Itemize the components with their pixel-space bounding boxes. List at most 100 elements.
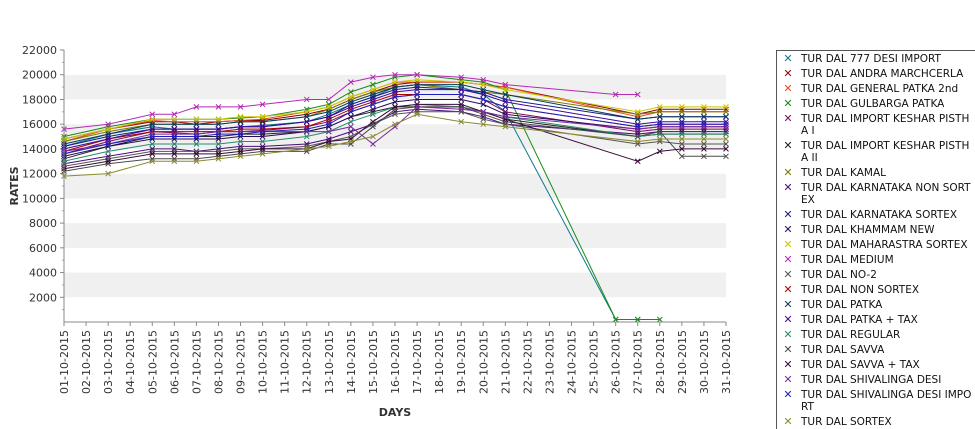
data-point[interactable] <box>259 138 266 145</box>
data-point[interactable] <box>303 133 310 140</box>
data-point[interactable] <box>149 126 156 132</box>
data-point[interactable] <box>634 91 641 98</box>
data-point[interactable] <box>414 96 420 103</box>
data-point[interactable] <box>723 131 729 137</box>
data-point[interactable] <box>370 86 376 93</box>
data-point[interactable] <box>701 146 707 152</box>
data-point[interactable] <box>458 86 465 93</box>
data-point[interactable] <box>149 121 156 128</box>
data-point[interactable] <box>105 126 111 132</box>
legend-item[interactable]: ✕ TUR DAL ANDRA MARCHCERLA <box>777 66 975 81</box>
data-point[interactable] <box>171 126 178 132</box>
data-point[interactable] <box>458 118 465 125</box>
data-point[interactable] <box>679 108 685 115</box>
data-point[interactable] <box>480 101 487 108</box>
data-point[interactable] <box>414 106 420 113</box>
data-point[interactable] <box>171 116 178 123</box>
data-point[interactable] <box>171 148 178 155</box>
data-point[interactable] <box>149 148 156 155</box>
legend-item[interactable]: ✕ TUR DAL IMPORT KESHAR PISTHA I <box>777 111 975 138</box>
data-point[interactable] <box>656 121 663 128</box>
data-point[interactable] <box>105 153 111 160</box>
data-point[interactable] <box>348 128 354 135</box>
legend-item[interactable]: ✕ TUR DAL NO-2 <box>777 267 975 282</box>
data-point[interactable] <box>414 111 420 118</box>
legend-item[interactable]: ✕ TUR DAL SHIVALINGA DESI <box>777 372 975 387</box>
data-point[interactable] <box>634 133 641 140</box>
data-point[interactable] <box>701 128 707 135</box>
legend-item[interactable]: ✕ TUR DAL SAVVA + TAX <box>777 357 975 372</box>
data-point[interactable] <box>414 84 420 90</box>
data-point[interactable] <box>458 96 465 103</box>
data-point[interactable] <box>392 111 398 118</box>
data-point[interactable] <box>303 113 310 120</box>
data-point[interactable] <box>723 113 729 120</box>
data-point[interactable] <box>193 104 200 110</box>
data-point[interactable] <box>458 101 465 108</box>
data-point[interactable] <box>701 141 707 147</box>
data-point[interactable] <box>171 118 178 125</box>
data-point[interactable] <box>237 118 244 125</box>
data-point[interactable] <box>193 151 200 157</box>
data-point[interactable] <box>370 111 376 118</box>
legend-item[interactable]: ✕ TUR DAL KARNATAKA SORTEX <box>777 207 975 222</box>
data-point[interactable] <box>259 113 266 120</box>
data-point[interactable] <box>259 123 266 130</box>
data-point[interactable] <box>656 113 663 120</box>
data-point[interactable] <box>723 121 729 128</box>
data-point[interactable] <box>370 106 376 113</box>
data-point[interactable] <box>171 155 178 162</box>
data-point[interactable] <box>656 126 663 132</box>
data-point[interactable] <box>679 126 685 132</box>
data-point[interactable] <box>348 79 354 85</box>
data-point[interactable] <box>414 76 420 83</box>
data-point[interactable] <box>325 143 332 150</box>
data-point[interactable] <box>149 111 156 118</box>
legend-item[interactable]: ✕ TUR DAL SORTEX <box>777 414 975 429</box>
data-point[interactable] <box>348 89 354 95</box>
data-point[interactable] <box>392 99 398 105</box>
data-point[interactable] <box>458 106 465 113</box>
data-point[interactable] <box>105 148 111 155</box>
data-point[interactable] <box>723 118 729 125</box>
data-point[interactable] <box>193 118 200 125</box>
data-point[interactable] <box>237 131 244 137</box>
data-point[interactable] <box>458 76 465 83</box>
data-point[interactable] <box>414 108 420 115</box>
data-point[interactable] <box>679 113 685 120</box>
data-point[interactable] <box>634 138 641 145</box>
data-point[interactable] <box>370 96 376 103</box>
data-point[interactable] <box>392 94 398 100</box>
data-point[interactable] <box>701 126 707 132</box>
data-point[interactable] <box>193 116 200 123</box>
data-point[interactable] <box>679 131 685 137</box>
data-point[interactable] <box>303 96 310 103</box>
data-point[interactable] <box>325 104 332 110</box>
data-point[interactable] <box>480 108 487 115</box>
data-point[interactable] <box>171 133 178 140</box>
data-point[interactable] <box>634 141 641 147</box>
legend-item[interactable]: ✕ TUR DAL SAVVA <box>777 342 975 357</box>
data-point[interactable] <box>149 146 156 152</box>
legend-item[interactable]: ✕ TUR DAL REGULAR <box>777 327 975 342</box>
data-point[interactable] <box>193 121 200 128</box>
data-point[interactable] <box>215 136 222 142</box>
data-point[interactable] <box>303 126 310 132</box>
data-point[interactable] <box>701 104 707 110</box>
data-point[interactable] <box>193 133 200 140</box>
legend-item[interactable]: ✕ TUR DAL GENERAL PATKA 2nd <box>777 81 975 96</box>
data-point[interactable] <box>215 116 222 123</box>
data-point[interactable] <box>458 91 465 98</box>
data-point[interactable] <box>502 113 509 120</box>
data-point[interactable] <box>303 146 310 152</box>
data-point[interactable] <box>634 116 641 123</box>
data-point[interactable] <box>414 79 420 85</box>
data-point[interactable] <box>634 123 641 130</box>
data-point[interactable] <box>325 96 332 103</box>
data-point[interactable] <box>723 106 729 113</box>
data-point[interactable] <box>502 86 509 93</box>
data-point[interactable] <box>259 118 266 125</box>
legend-item[interactable]: ✕ TUR DAL PATKA <box>777 297 975 312</box>
data-point[interactable] <box>414 86 420 93</box>
data-point[interactable] <box>325 138 332 145</box>
